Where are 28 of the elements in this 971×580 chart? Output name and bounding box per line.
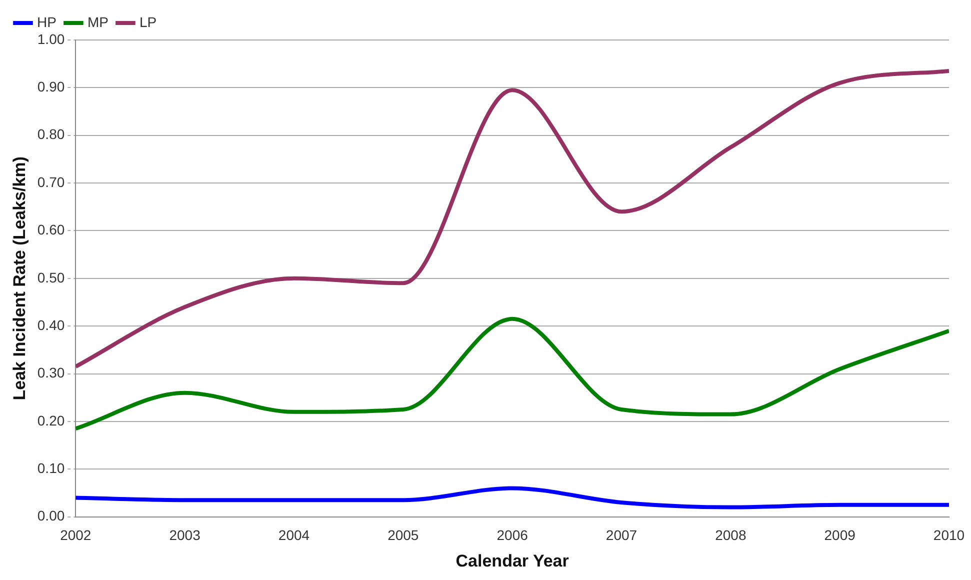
x-tick-label: 2009 (824, 527, 856, 544)
y-tick-label: 0.20 (37, 412, 65, 428)
y-tick-label: 0.00 (37, 508, 65, 524)
x-tick-label: 2005 (388, 527, 419, 544)
x-tick-label: 2002 (60, 527, 92, 544)
y-tick-label: 0.50 (37, 269, 65, 286)
x-axis-title: Calendar Year (456, 551, 570, 570)
y-tick-label: 0.70 (37, 174, 65, 190)
legend-label: MP (87, 14, 108, 30)
y-tick-label: 0.90 (37, 78, 65, 95)
legend-label: LP (139, 14, 157, 30)
x-tick-label: 2008 (715, 527, 746, 544)
x-tick-label: 2007 (606, 527, 638, 544)
line-series (76, 316, 949, 431)
y-tick-label: 0.10 (37, 460, 65, 476)
y-tick-label: 1.00 (37, 30, 65, 47)
y-tick-label: 0.40 (37, 316, 65, 333)
x-tick-label: 2004 (278, 527, 310, 544)
y-axis-title: Leak Incident Rate (Leaks/km) (10, 156, 29, 400)
x-tick-label: 2006 (496, 527, 528, 544)
line-series (76, 486, 949, 510)
y-tick-label: 0.60 (37, 222, 65, 238)
x-tick-label: 2010 (933, 527, 965, 544)
y-tick-label: 0.80 (37, 126, 65, 142)
y-tick-label: 0.30 (37, 364, 65, 381)
line-series (76, 68, 949, 369)
x-tick-label: 2003 (169, 527, 201, 544)
legend-label: HP (37, 14, 56, 30)
